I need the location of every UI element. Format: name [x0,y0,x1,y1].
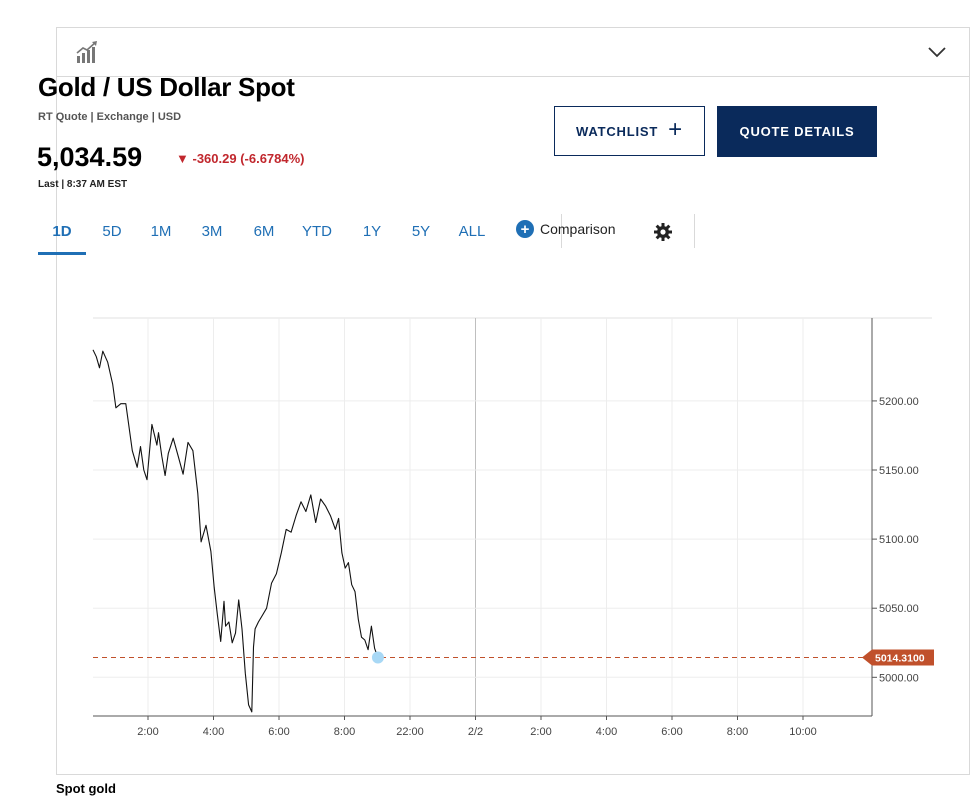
chart-growth-icon [76,41,97,63]
quote-source: RT Quote | Exchange | USD [38,111,182,123]
toolbar-divider [561,214,562,248]
add-circle-icon: + [516,220,534,238]
range-tab-6m[interactable]: 6M [253,223,275,240]
comparison-button[interactable]: + Comparison [516,220,615,238]
plus-icon: + [668,116,683,143]
price-change-value: -360.29 (-6.6784%) [192,151,305,166]
toolbar-divider [694,214,695,248]
range-tab-1d[interactable]: 1D [38,218,86,255]
down-triangle-icon: ▼ [176,151,189,166]
last-price: 5,034.59 [37,142,143,172]
range-tab-5d[interactable]: 5D [102,223,122,240]
figure-caption: Spot gold [56,781,116,796]
gear-icon[interactable] [653,222,673,242]
chevron-down-icon[interactable] [927,42,947,62]
instrument-title: Gold / US Dollar Spot [38,72,295,102]
quote-details-label: QUOTE DETAILS [739,124,855,139]
range-tab-ytd[interactable]: YTD [302,223,332,240]
last-update-time: Last | 8:37 AM EST [38,179,128,190]
price-change: ▼ -360.29 (-6.6784%) [176,151,305,166]
range-tab-1m[interactable]: 1M [150,223,172,240]
quote-details-button[interactable]: QUOTE DETAILS [717,106,877,157]
range-tab-all[interactable]: ALL [458,223,486,240]
range-tab-1y[interactable]: 1Y [362,223,382,240]
comparison-label: Comparison [540,221,616,237]
range-tab-5y[interactable]: 5Y [411,223,431,240]
watchlist-label: WATCHLIST [576,123,659,139]
range-tab-3m[interactable]: 3M [201,223,223,240]
card-header [57,28,969,77]
watchlist-button[interactable]: WATCHLIST + [554,106,705,156]
